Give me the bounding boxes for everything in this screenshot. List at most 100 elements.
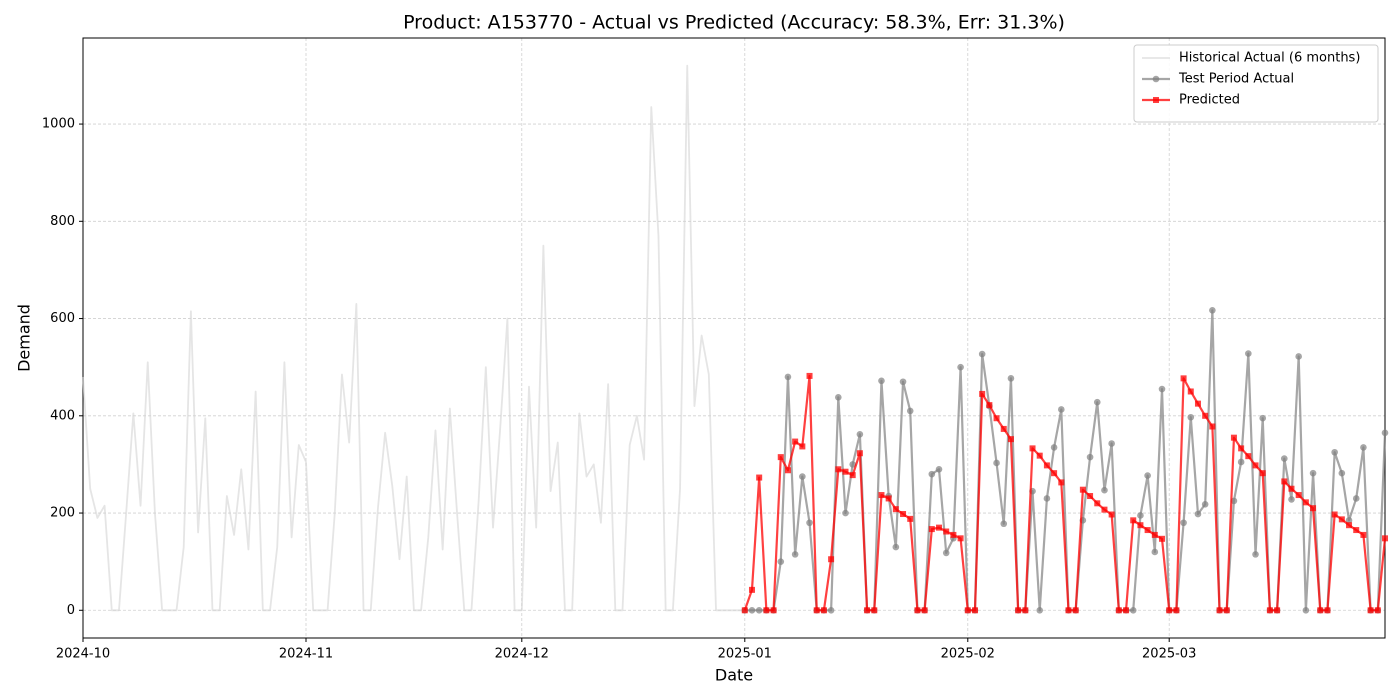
data-point — [799, 473, 806, 480]
data-point — [964, 607, 971, 614]
data-point — [763, 607, 770, 614]
data-point — [1000, 425, 1007, 432]
data-point — [1223, 607, 1230, 614]
data-point — [1094, 500, 1101, 507]
data-point — [799, 443, 806, 450]
data-point — [1079, 486, 1086, 493]
data-point — [1173, 607, 1180, 614]
data-point — [1360, 531, 1367, 538]
data-point — [1130, 517, 1137, 524]
data-point — [1209, 306, 1216, 314]
data-point — [900, 511, 907, 518]
data-point — [1346, 522, 1353, 529]
data-point — [878, 377, 885, 385]
data-point — [756, 474, 763, 481]
data-point — [957, 535, 964, 542]
data-point — [1252, 551, 1259, 558]
data-point — [1230, 434, 1237, 441]
legend-marker — [1152, 75, 1160, 83]
series — [741, 372, 1388, 614]
data-point — [1338, 469, 1346, 477]
data-point — [1065, 607, 1072, 614]
data-point — [748, 606, 756, 614]
data-point — [755, 606, 763, 614]
legend-box — [1133, 44, 1379, 123]
x-tick-label: 2025-01 — [718, 647, 772, 662]
data-point — [957, 363, 964, 371]
data-point — [899, 378, 907, 386]
data-point — [791, 551, 799, 558]
data-point — [1144, 472, 1151, 479]
data-point — [1238, 445, 1245, 452]
data-point — [935, 465, 943, 473]
x-tick-label: 2024-11 — [279, 647, 333, 662]
data-point — [979, 390, 986, 397]
data-point — [835, 394, 842, 401]
data-point — [1331, 511, 1338, 518]
data-point — [1166, 607, 1173, 614]
data-point — [1015, 607, 1022, 614]
data-point — [1360, 444, 1367, 451]
data-point — [1057, 406, 1065, 413]
chart-title: Product: A153770 - Actual vs Predicted (… — [403, 12, 1065, 34]
data-point — [1086, 453, 1094, 461]
data-point — [770, 607, 777, 614]
data-point — [1367, 607, 1374, 614]
data-point — [1201, 500, 1209, 508]
data-point — [1345, 517, 1353, 524]
data-point — [1123, 607, 1130, 614]
data-point — [1309, 469, 1317, 477]
data-point — [777, 558, 785, 565]
x-axis-label: Date — [715, 666, 753, 685]
x-tick-label: 2025-02 — [941, 647, 995, 662]
data-point — [1338, 516, 1345, 523]
data-point — [1295, 492, 1302, 499]
data-point — [741, 607, 748, 614]
data-point — [849, 461, 856, 468]
data-point — [1129, 606, 1137, 614]
series — [82, 64, 745, 612]
data-point — [1194, 510, 1202, 518]
data-point — [1352, 495, 1360, 502]
data-point — [1209, 423, 1216, 430]
x-tick-label: 2025-03 — [1142, 647, 1196, 662]
data-point — [792, 438, 799, 445]
data-point — [1288, 496, 1295, 503]
data-point — [1252, 462, 1259, 469]
data-point — [827, 606, 835, 614]
data-point — [784, 467, 791, 474]
grid-layer — [82, 38, 1385, 638]
data-point — [856, 430, 864, 438]
data-point — [950, 531, 957, 538]
data-point — [1324, 607, 1331, 614]
data-point — [1245, 350, 1252, 357]
data-point — [1331, 448, 1338, 456]
data-point — [971, 607, 978, 614]
data-point — [842, 509, 849, 517]
data-point — [1000, 520, 1008, 528]
data-point — [849, 472, 856, 479]
data-point — [1007, 436, 1014, 443]
data-point — [928, 470, 936, 478]
y-tick-label: 800 — [50, 214, 75, 229]
data-point — [986, 402, 993, 409]
y-tick-label: 200 — [50, 506, 75, 521]
data-point — [942, 549, 950, 557]
data-point — [892, 506, 899, 513]
data-point — [1187, 413, 1195, 421]
data-point — [864, 607, 871, 614]
data-point — [871, 607, 878, 614]
data-point — [1158, 385, 1166, 393]
legend-label: Test Period Actual — [1178, 72, 1294, 87]
data-point — [1093, 398, 1101, 406]
data-point — [1115, 607, 1122, 614]
data-point — [878, 492, 885, 499]
series-line — [82, 64, 745, 612]
data-point — [820, 607, 827, 614]
legend-label: Predicted — [1179, 93, 1240, 108]
y-tick-label: 400 — [50, 408, 75, 423]
y-tick-label: 600 — [50, 311, 75, 326]
data-point — [1036, 452, 1043, 459]
legend-label: Historical Actual (6 months) — [1179, 51, 1360, 66]
legend: Historical Actual (6 months) Test Period … — [1133, 44, 1379, 123]
